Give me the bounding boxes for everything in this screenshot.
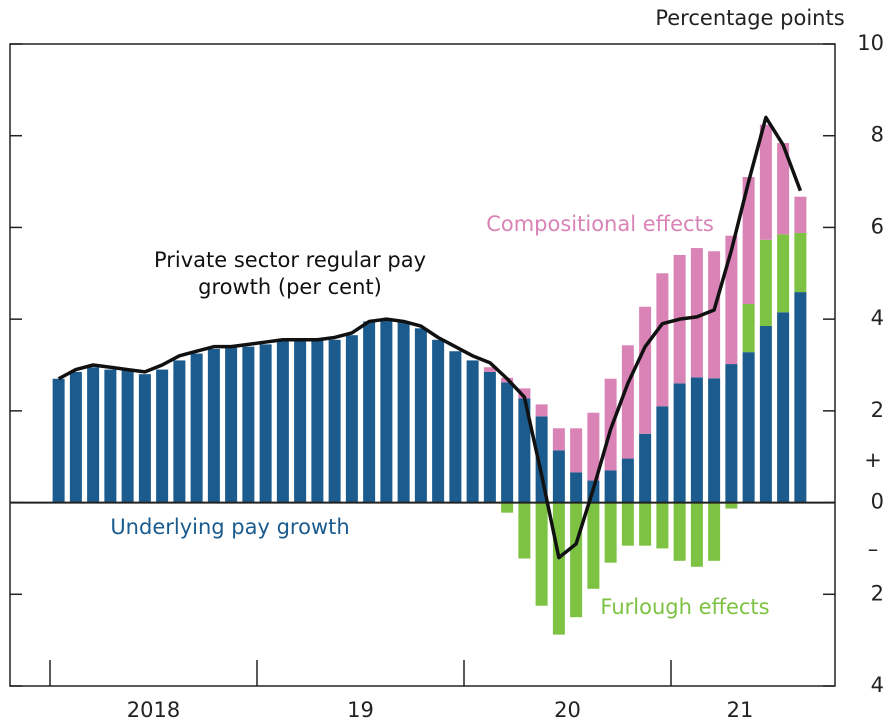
bar	[639, 502, 652, 546]
bar	[690, 248, 703, 378]
bar	[328, 339, 341, 503]
bar	[87, 367, 100, 503]
y-tick-label: 8	[871, 123, 884, 147]
bar	[345, 335, 358, 503]
bar	[69, 371, 82, 503]
bar	[518, 388, 531, 399]
y-tick-label: 6	[871, 214, 884, 238]
bar	[190, 353, 203, 503]
bar	[621, 345, 634, 459]
bar	[690, 377, 703, 503]
bar	[639, 433, 652, 503]
bar	[708, 502, 721, 561]
bar	[656, 273, 669, 407]
y-tick-label: 4	[871, 306, 884, 330]
bar	[311, 339, 324, 503]
bar	[621, 502, 634, 546]
bar	[518, 502, 531, 559]
compositional-label: Compositional effects	[486, 212, 714, 236]
bar	[656, 406, 669, 503]
bar	[483, 371, 496, 503]
bar	[483, 367, 496, 372]
bar	[742, 304, 755, 353]
bar	[777, 143, 790, 235]
y-tick-label: 4	[871, 673, 884, 697]
bar	[552, 450, 565, 503]
bar	[673, 383, 686, 503]
bar	[639, 306, 652, 434]
bar	[742, 176, 755, 305]
bar	[501, 382, 514, 503]
bar	[432, 339, 445, 503]
x-tick-label: 2018	[127, 698, 180, 722]
bar	[621, 458, 634, 503]
plus-sign: +	[864, 448, 882, 472]
bar	[759, 124, 772, 240]
bar	[673, 502, 686, 561]
bar	[725, 502, 738, 509]
bar	[570, 428, 583, 473]
bar	[225, 346, 238, 503]
bar	[276, 339, 289, 503]
y-tick-label: 0	[871, 490, 884, 514]
bar	[587, 502, 600, 589]
underlying-label: Underlying pay growth	[110, 515, 350, 539]
bar	[777, 312, 790, 503]
bar	[294, 339, 307, 503]
line-label: Private sector regular pay growth (per c…	[153, 248, 427, 299]
x-tick-label: 19	[347, 698, 374, 722]
bar	[777, 234, 790, 313]
bar	[397, 321, 410, 503]
bar	[380, 319, 393, 503]
line	[57, 115, 803, 560]
bar	[725, 235, 738, 365]
bar	[449, 351, 462, 503]
bar	[414, 328, 427, 503]
bar	[552, 428, 565, 451]
x-tick-label: 21	[727, 698, 754, 722]
bar	[759, 326, 772, 503]
bar	[466, 360, 479, 503]
units-label: Percentage points	[655, 6, 844, 30]
bar	[604, 470, 617, 503]
bar	[121, 369, 134, 503]
bar	[104, 369, 117, 503]
bar	[138, 374, 151, 503]
bar	[363, 321, 376, 503]
bar	[570, 472, 583, 503]
y-tick-label: 2	[871, 398, 884, 422]
bar	[656, 502, 669, 549]
bar	[207, 348, 220, 503]
bar	[535, 404, 548, 417]
bar	[794, 196, 807, 233]
bar	[52, 378, 65, 503]
x-tick-label: 20	[554, 698, 581, 722]
bar	[708, 251, 721, 379]
bar	[742, 352, 755, 503]
bar	[259, 344, 272, 503]
bar	[501, 502, 514, 513]
plot-frame	[9, 43, 836, 687]
furlough-label: Furlough effects	[600, 595, 770, 619]
bar	[690, 502, 703, 567]
bar	[518, 398, 531, 503]
bar	[794, 232, 807, 293]
bar	[708, 378, 721, 503]
bar	[535, 502, 548, 606]
bar	[587, 412, 600, 481]
bar	[725, 364, 738, 503]
minus-sign: –	[868, 537, 879, 561]
bar	[794, 292, 807, 503]
bar	[604, 502, 617, 563]
bar	[759, 239, 772, 327]
y-tick-label: 10	[857, 31, 884, 55]
bar	[156, 369, 169, 503]
bar	[173, 360, 186, 503]
y-tick-label: 2	[871, 581, 884, 605]
bar	[242, 346, 255, 503]
bar	[552, 502, 565, 635]
